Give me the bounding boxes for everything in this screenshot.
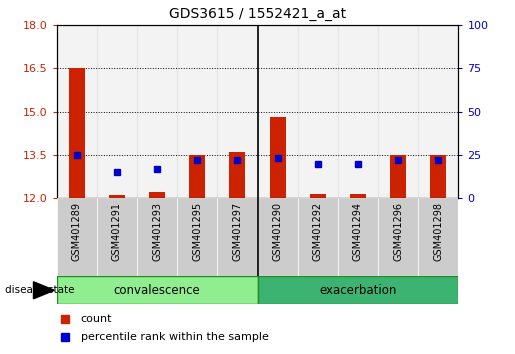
Bar <box>177 25 217 198</box>
Bar <box>57 25 97 198</box>
FancyBboxPatch shape <box>57 198 97 276</box>
Text: GSM401297: GSM401297 <box>232 202 243 261</box>
Bar <box>97 25 137 198</box>
FancyBboxPatch shape <box>97 198 137 276</box>
Bar <box>109 195 125 198</box>
Bar <box>298 25 338 198</box>
FancyBboxPatch shape <box>258 276 458 304</box>
Bar <box>149 193 165 198</box>
Text: percentile rank within the sample: percentile rank within the sample <box>81 332 269 342</box>
Bar <box>258 25 298 198</box>
Bar <box>269 117 286 198</box>
Title: GDS3615 / 1552421_a_at: GDS3615 / 1552421_a_at <box>169 7 346 21</box>
Text: GSM401298: GSM401298 <box>433 202 443 261</box>
Bar <box>310 194 326 198</box>
Text: disease state: disease state <box>5 285 75 295</box>
Text: GSM401291: GSM401291 <box>112 202 122 261</box>
Bar <box>189 155 205 198</box>
Text: GSM401292: GSM401292 <box>313 202 323 261</box>
Bar <box>378 25 418 198</box>
Text: GSM401293: GSM401293 <box>152 202 162 261</box>
FancyBboxPatch shape <box>137 198 177 276</box>
Text: GSM401289: GSM401289 <box>72 202 82 261</box>
Bar <box>217 25 258 198</box>
Text: convalescence: convalescence <box>114 284 200 297</box>
FancyBboxPatch shape <box>298 198 338 276</box>
Text: exacerbation: exacerbation <box>319 284 397 297</box>
Bar <box>338 25 378 198</box>
Text: GSM401295: GSM401295 <box>192 202 202 261</box>
Text: GSM401296: GSM401296 <box>393 202 403 261</box>
Bar <box>390 155 406 198</box>
Text: count: count <box>81 314 112 324</box>
Bar <box>229 152 246 198</box>
FancyBboxPatch shape <box>57 276 258 304</box>
FancyBboxPatch shape <box>338 198 378 276</box>
FancyBboxPatch shape <box>378 198 418 276</box>
FancyBboxPatch shape <box>258 198 298 276</box>
Bar <box>418 25 458 198</box>
Bar <box>430 155 447 198</box>
Text: GSM401294: GSM401294 <box>353 202 363 261</box>
FancyBboxPatch shape <box>177 198 217 276</box>
FancyBboxPatch shape <box>418 198 458 276</box>
Text: GSM401290: GSM401290 <box>272 202 283 261</box>
FancyBboxPatch shape <box>217 198 258 276</box>
Bar <box>350 194 366 198</box>
Bar <box>137 25 177 198</box>
Bar <box>68 68 85 198</box>
Polygon shape <box>33 282 54 299</box>
